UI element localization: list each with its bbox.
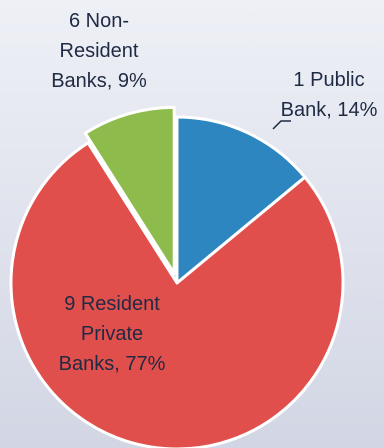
public-bank-leader-line <box>272 120 291 130</box>
non-resident-banks-data-label-line: Banks, 9% <box>51 70 147 92</box>
non-resident-banks-data-label: 6 Non- Resident Banks, 9% <box>51 10 147 92</box>
public-bank-data-label-line: 1 Public <box>293 69 364 91</box>
resident-private-banks-data-label: 9 Resident Private Banks, 77% <box>59 293 166 375</box>
resident-private-banks-data-label-line: 9 Resident <box>64 293 160 315</box>
non-resident-banks-data-label-line: 6 Non- <box>69 10 129 32</box>
pie-slice-non-resident-banks <box>83 105 176 275</box>
resident-private-banks-data-label-line: Private <box>81 323 143 345</box>
pie-slice-public-bank <box>175 115 307 285</box>
resident-private-banks-data-label-line: Banks, 77% <box>59 353 166 375</box>
public-bank-data-label-line: Bank, 14% <box>281 99 378 121</box>
pie-slice-resident-private-banks <box>9 141 345 448</box>
public-bank-data-label: 1 Public Bank, 14% <box>281 69 378 121</box>
non-resident-banks-data-label-line: Resident <box>60 40 139 62</box>
